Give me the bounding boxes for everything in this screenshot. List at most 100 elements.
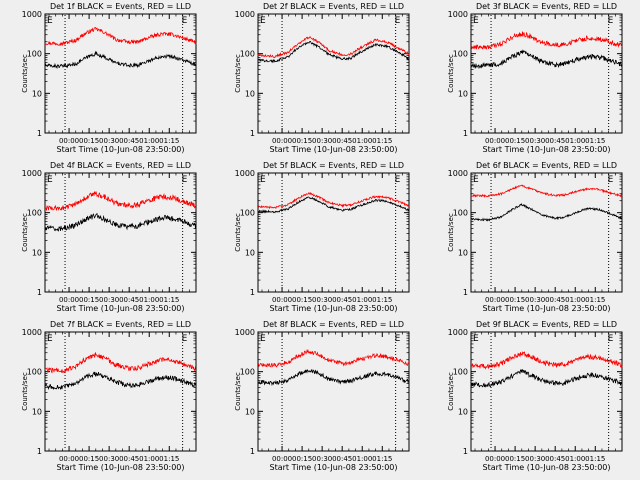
series-line-lld [470, 350, 623, 370]
y-tick-label: 10 [458, 407, 468, 416]
x-tick-label: 00:00 [272, 296, 292, 304]
x-tick-label: 00:30 [312, 137, 332, 145]
y-tick-label: 100 [27, 368, 42, 377]
series-line-events [257, 196, 410, 214]
marker-label-left: E [260, 16, 266, 26]
x-tick-label: 00:45 [332, 137, 352, 145]
y-axis-label: Counts/sec [234, 213, 242, 252]
y-tick-label: 1 [37, 447, 42, 456]
x-tick-label: 01:15 [159, 137, 179, 145]
x-tick-label: 00:45 [332, 455, 352, 463]
panel-title: Det 7f BLACK = Events, RED = LLD [50, 320, 191, 329]
y-tick-label: 100 [453, 209, 468, 218]
panel-title: Det 9f BLACK = Events, RED = LLD [476, 320, 617, 329]
marker-label-right: E [182, 334, 188, 344]
x-tick-label: 00:00 [272, 137, 292, 145]
series-line-lld [44, 27, 197, 47]
x-tick-label: 00:30 [525, 137, 545, 145]
series-line-lld [257, 191, 410, 210]
x-tick-label: 00:45 [332, 296, 352, 304]
y-tick-label: 1000 [22, 328, 42, 337]
y-tick-label: 10 [32, 89, 42, 98]
marker-label-left: E [47, 16, 53, 26]
x-tick-label: 01:15 [372, 296, 392, 304]
y-tick-label: 1 [250, 447, 255, 456]
panel-title: Det 3f BLACK = Events, RED = LLD [476, 2, 617, 11]
x-tick-label: 00:15 [79, 296, 99, 304]
detector-panel-2: Det 2f BLACK = Events, RED = LLD 1 10 100 10… [234, 2, 410, 154]
x-axis-label: Start Time (10-Jun-08 23:50:00) [483, 145, 611, 154]
x-tick-label: 00:00 [485, 455, 505, 463]
x-tick-label: 00:45 [545, 296, 565, 304]
panel-title: Det 2f BLACK = Events, RED = LLD [263, 2, 404, 11]
series-line-events [44, 212, 197, 232]
x-tick-label: 00:15 [79, 455, 99, 463]
y-tick-label: 1000 [448, 169, 468, 178]
plot-frame [470, 13, 623, 134]
x-tick-label: 00:15 [292, 455, 312, 463]
plot-frame [257, 331, 410, 452]
y-tick-label: 100 [453, 368, 468, 377]
y-tick-label: 1000 [235, 328, 255, 337]
x-axis-label: Start Time (10-Jun-08 23:50:00) [57, 145, 185, 154]
y-axis-label: Counts/sec [447, 372, 455, 411]
x-tick-label: 00:45 [545, 137, 565, 145]
y-axis-label: Counts/sec [447, 54, 455, 93]
series-line-events [44, 50, 197, 70]
x-tick-label: 00:30 [312, 455, 332, 463]
plot-frame [257, 172, 410, 293]
y-tick-label: 1 [250, 288, 255, 297]
y-tick-label: 10 [458, 248, 468, 257]
detector-panel-6: Det 6f BLACK = Events, RED = LLD 1 10 100 10… [447, 161, 623, 313]
y-tick-label: 1000 [448, 328, 468, 337]
x-tick-label: 00:00 [485, 137, 505, 145]
panel-title: Det 5f BLACK = Events, RED = LLD [263, 161, 404, 170]
series-line-lld [470, 31, 623, 50]
x-tick-label: 01:15 [585, 296, 605, 304]
x-tick-label: 01:00 [565, 137, 585, 145]
marker-label-right: E [182, 16, 188, 26]
x-axis-label: Start Time (10-Jun-08 23:50:00) [57, 304, 185, 313]
y-tick-label: 10 [245, 89, 255, 98]
x-tick-label: 00:30 [99, 137, 119, 145]
x-tick-label: 01:00 [139, 137, 159, 145]
y-tick-label: 1 [463, 447, 468, 456]
plot-frame [44, 13, 197, 134]
x-axis-label: Start Time (10-Jun-08 23:50:00) [483, 463, 611, 472]
detector-panel-1: Det 1f BLACK = Events, RED = LLD 1 10 100 10… [21, 2, 197, 154]
series-line-lld [44, 352, 197, 374]
y-tick-label: 1 [463, 288, 468, 297]
x-tick-label: 00:30 [312, 296, 332, 304]
y-axis-label: Counts/sec [21, 54, 29, 93]
marker-label-left: E [473, 334, 479, 344]
panel-title: Det 6f BLACK = Events, RED = LLD [476, 161, 617, 170]
series-line-events [44, 371, 197, 391]
x-tick-label: 00:00 [59, 137, 79, 145]
y-axis-label: Counts/sec [21, 372, 29, 411]
series-line-lld [470, 184, 623, 198]
y-tick-label: 100 [240, 209, 255, 218]
series-line-events [470, 49, 623, 70]
y-tick-label: 1 [37, 129, 42, 138]
y-tick-label: 100 [27, 209, 42, 218]
y-tick-label: 10 [245, 407, 255, 416]
y-tick-label: 10 [32, 407, 42, 416]
x-tick-label: 00:30 [99, 455, 119, 463]
marker-label-right: E [608, 16, 614, 26]
plot-frame [470, 172, 623, 293]
series-line-lld [44, 191, 197, 212]
x-axis-label: Start Time (10-Jun-08 23:50:00) [270, 145, 398, 154]
x-axis-label: Start Time (10-Jun-08 23:50:00) [57, 463, 185, 472]
x-tick-label: 00:15 [292, 137, 312, 145]
detector-panel-4: Det 4f BLACK = Events, RED = LLD 1 10 100 10… [21, 161, 197, 313]
x-tick-label: 00:30 [525, 296, 545, 304]
x-tick-label: 01:15 [159, 296, 179, 304]
marker-label-left: E [47, 175, 53, 185]
series-line-lld [257, 36, 410, 59]
x-tick-label: 00:00 [59, 455, 79, 463]
marker-label-left: E [473, 175, 479, 185]
x-tick-label: 00:00 [272, 455, 292, 463]
x-tick-label: 00:45 [119, 137, 139, 145]
x-tick-label: 00:45 [119, 296, 139, 304]
